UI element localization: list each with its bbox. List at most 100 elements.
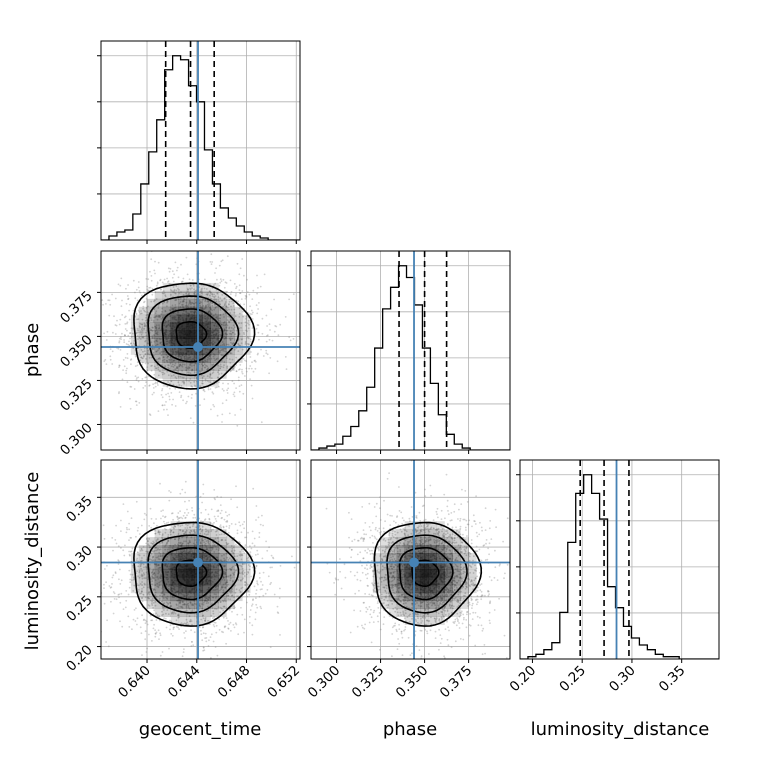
scatter-point bbox=[126, 322, 128, 325]
scatter-point bbox=[192, 285, 195, 287]
scatter-point bbox=[257, 287, 259, 289]
scatter-point bbox=[121, 299, 123, 302]
scatter-point bbox=[221, 538, 223, 541]
scatter-point bbox=[117, 347, 120, 350]
scatter-point bbox=[219, 314, 222, 316]
density-cell bbox=[154, 553, 163, 562]
scatter-point bbox=[191, 287, 193, 289]
scatter-point bbox=[119, 620, 121, 623]
scatter-point bbox=[135, 332, 138, 335]
scatter-point bbox=[111, 583, 113, 585]
scatter-point bbox=[223, 572, 225, 575]
scatter-point bbox=[178, 628, 181, 630]
scatter-point bbox=[126, 353, 129, 355]
scatter-point bbox=[140, 632, 143, 635]
tick-label-luminosity_distance: 0.25 bbox=[63, 592, 96, 625]
scatter-point bbox=[207, 311, 210, 314]
scatter-point bbox=[140, 323, 143, 325]
scatter-point bbox=[172, 308, 175, 310]
scatter-point bbox=[167, 521, 170, 524]
scatter-point bbox=[198, 302, 201, 305]
scatter-point bbox=[239, 553, 242, 556]
scatter-point bbox=[230, 559, 233, 561]
scatter-point bbox=[143, 512, 146, 515]
scatter-point bbox=[175, 369, 178, 372]
scatter-point bbox=[177, 512, 180, 514]
scatter-point bbox=[147, 342, 149, 344]
scatter-point bbox=[144, 310, 147, 313]
scatter-point bbox=[215, 358, 218, 360]
scatter-point bbox=[208, 355, 211, 358]
scatter-point bbox=[211, 617, 214, 620]
scatter-point bbox=[215, 545, 218, 548]
scatter-point bbox=[223, 626, 226, 629]
density-cell bbox=[218, 537, 227, 546]
scatter-point bbox=[146, 623, 149, 626]
scatter-point bbox=[224, 511, 227, 514]
scatter-point bbox=[159, 278, 162, 281]
scatter-point bbox=[156, 582, 159, 585]
scatter-point bbox=[138, 569, 141, 572]
scatter-point bbox=[219, 606, 222, 609]
scatter-point bbox=[124, 323, 127, 325]
density-cell bbox=[234, 592, 243, 602]
scatter-point bbox=[168, 382, 171, 385]
scatter-point bbox=[260, 607, 263, 610]
scatter-point bbox=[218, 552, 221, 555]
scatter-point bbox=[225, 552, 228, 555]
scatter-point bbox=[202, 304, 205, 307]
scatter-point bbox=[118, 364, 121, 367]
scatter-point bbox=[158, 370, 161, 373]
scatter-point bbox=[153, 391, 155, 394]
scatter-point bbox=[240, 580, 242, 582]
scatter-point bbox=[250, 605, 253, 607]
scatter-point bbox=[219, 278, 222, 281]
scatter-point bbox=[168, 619, 171, 622]
scatter-point bbox=[120, 277, 123, 280]
scatter-point bbox=[216, 376, 219, 379]
scatter-point bbox=[155, 298, 158, 300]
scatter-point bbox=[202, 298, 205, 301]
scatter-point bbox=[112, 574, 115, 577]
scatter-point bbox=[151, 576, 154, 579]
scatter-point bbox=[167, 355, 170, 358]
scatter-point bbox=[183, 540, 185, 543]
scatter-point bbox=[219, 309, 222, 311]
scatter-point bbox=[137, 526, 140, 529]
density-cell bbox=[186, 537, 195, 546]
scatter-point bbox=[154, 635, 157, 638]
scatter-point bbox=[161, 610, 163, 613]
scatter-point bbox=[190, 397, 193, 399]
scatter-point bbox=[255, 304, 258, 307]
density-cell bbox=[210, 290, 219, 300]
scatter-point bbox=[170, 289, 173, 292]
scatter-point bbox=[213, 551, 216, 553]
scatter-point bbox=[246, 595, 249, 598]
truth-point bbox=[193, 557, 204, 568]
scatter-point bbox=[200, 385, 202, 388]
scatter-point bbox=[228, 332, 231, 335]
scatter-point bbox=[164, 365, 167, 367]
scatter-point bbox=[228, 303, 230, 305]
scatter-point bbox=[219, 512, 222, 515]
scatter-point bbox=[271, 339, 274, 342]
scatter-point bbox=[217, 606, 220, 608]
scatter-point bbox=[143, 291, 145, 294]
scatter-point bbox=[450, 646, 453, 649]
scatter-point bbox=[147, 592, 150, 594]
scatter-point bbox=[239, 572, 241, 575]
scatter-point bbox=[228, 327, 231, 330]
scatter-point bbox=[188, 292, 191, 295]
scatter-point bbox=[129, 337, 131, 340]
scatter-point bbox=[154, 529, 156, 532]
scatter-point bbox=[160, 288, 163, 291]
scatter-point bbox=[460, 563, 462, 566]
scatter-point bbox=[216, 386, 218, 389]
scatter-point bbox=[151, 335, 154, 337]
density-cell bbox=[218, 584, 227, 594]
scatter-point bbox=[222, 525, 225, 528]
scatter-point bbox=[152, 573, 155, 576]
scatter-point bbox=[154, 547, 157, 549]
density-cell bbox=[226, 592, 235, 602]
density-cell bbox=[202, 545, 211, 554]
